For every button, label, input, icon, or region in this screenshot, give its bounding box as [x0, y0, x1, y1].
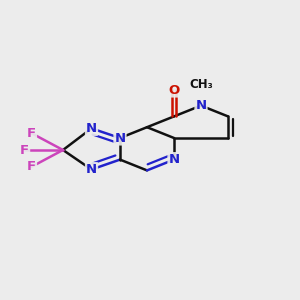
- Text: F: F: [27, 127, 36, 140]
- Text: F: F: [27, 160, 36, 173]
- Text: N: N: [168, 153, 180, 166]
- Text: N: N: [114, 131, 126, 145]
- Text: CH₃: CH₃: [189, 77, 213, 91]
- Text: O: O: [168, 83, 180, 97]
- Text: N: N: [86, 122, 97, 135]
- Text: N: N: [86, 163, 97, 176]
- Text: N: N: [195, 99, 207, 112]
- Text: F: F: [20, 143, 29, 157]
